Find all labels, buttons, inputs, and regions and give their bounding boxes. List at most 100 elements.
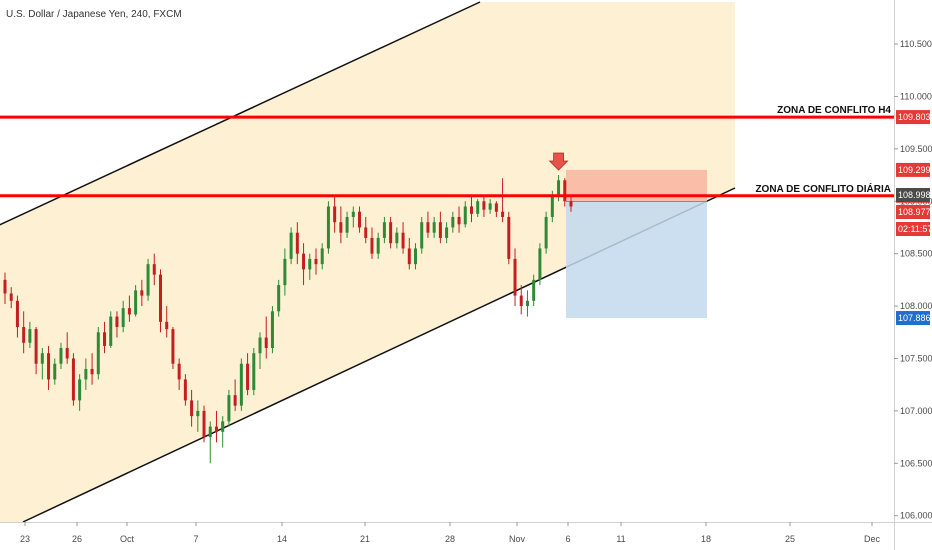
candle	[532, 274, 536, 307]
candle-body	[445, 227, 449, 238]
candle-body	[40, 353, 44, 364]
candle	[196, 400, 200, 432]
candle	[96, 327, 100, 380]
candle	[376, 232, 380, 259]
candle	[103, 321, 107, 354]
upper-channel-line	[0, 1, 481, 226]
candle-body	[569, 201, 573, 207]
candle	[134, 285, 138, 317]
candle	[165, 306, 169, 338]
candle-body	[103, 332, 107, 346]
candle-body	[414, 248, 418, 265]
price-badge: 109.803	[896, 110, 931, 125]
candle-body	[457, 216, 461, 225]
candle	[401, 222, 405, 254]
candle	[177, 358, 181, 390]
candle-body	[202, 410, 206, 438]
candle	[28, 321, 32, 348]
candle	[320, 243, 324, 270]
y-tick-label: 107.000	[900, 406, 932, 416]
candle	[127, 295, 131, 322]
candle-body	[71, 358, 75, 401]
x-tick-label: 14	[277, 534, 287, 544]
x-tick-label: 7	[193, 534, 198, 544]
candle	[264, 316, 268, 359]
candle	[90, 353, 94, 385]
candle-body	[314, 258, 318, 265]
conflict-zone-label: ZONA DE CONFLITO DIÁRIA	[755, 182, 891, 195]
candle	[382, 216, 386, 244]
candle-body	[28, 329, 32, 343]
candle-body	[34, 329, 38, 364]
candle	[501, 178, 505, 223]
x-tick-label: 28	[445, 534, 455, 544]
candle	[289, 227, 293, 265]
x-tick-label: Oct	[120, 534, 135, 544]
candle	[3, 272, 7, 304]
candle-body	[345, 216, 349, 233]
candle	[270, 306, 274, 354]
candle	[507, 211, 511, 265]
candle-body	[308, 258, 312, 270]
annotations-layer: ZONA DE CONFLITO H4 ZONA DE CONFLITO DIÁR…	[0, 105, 894, 198]
candle-body	[519, 295, 523, 307]
candle	[569, 196, 573, 212]
candle-body	[289, 232, 293, 259]
candle	[420, 216, 424, 254]
candle-body	[370, 237, 374, 254]
candle-body	[3, 279, 7, 294]
y-tick-label: 106.500	[900, 458, 932, 468]
candle	[426, 211, 430, 238]
candle-body	[252, 353, 256, 390]
price-badge: 107.886	[896, 311, 931, 326]
x-tick-label: 25	[785, 534, 795, 544]
candle-body	[451, 216, 455, 228]
candle-body	[115, 316, 119, 328]
candle-body	[109, 316, 113, 346]
y-tick-label: 110.000	[900, 91, 932, 101]
candle-body	[127, 308, 131, 315]
take-profit-zone	[566, 201, 707, 319]
candle-body	[382, 222, 386, 238]
conflict-zone-label: ZONA DE CONFLITO H4	[777, 105, 891, 116]
candle-body	[208, 426, 212, 438]
candle-body	[501, 211, 505, 217]
candle-body	[140, 290, 144, 296]
candle	[544, 211, 548, 254]
candle	[364, 216, 368, 244]
candle	[227, 389, 231, 427]
candle	[476, 199, 480, 217]
price-badge-text: 02:11:57	[898, 224, 932, 234]
candle-body	[177, 363, 181, 380]
candle-body	[476, 201, 480, 214]
candle	[326, 201, 330, 254]
candle-body	[96, 332, 100, 375]
y-tick-label: 110.500	[900, 39, 932, 49]
candle-body	[270, 311, 274, 348]
candle	[246, 353, 250, 396]
candle	[333, 196, 337, 233]
candle	[407, 237, 411, 270]
candle-body	[152, 264, 156, 275]
candle-body	[557, 180, 561, 197]
candle-body	[351, 211, 355, 217]
candle-body	[221, 421, 225, 432]
candle	[389, 216, 393, 249]
candle-body	[53, 363, 57, 380]
price-badge: 109.299	[896, 162, 931, 177]
candle-body	[538, 248, 542, 280]
candle	[414, 243, 418, 270]
candle-body	[246, 363, 250, 390]
candle	[158, 269, 162, 333]
price-badge: 108.977	[896, 205, 931, 219]
candle	[47, 345, 51, 390]
sell-arrow-icon	[548, 152, 569, 171]
candle-body	[507, 216, 511, 259]
price-badge-text: 109.803	[898, 112, 931, 122]
drawings-layer	[566, 169, 707, 319]
y-tick-label: 109.500	[900, 144, 932, 154]
candle	[395, 227, 399, 249]
candle-body	[165, 321, 169, 330]
candle-body	[320, 248, 324, 265]
